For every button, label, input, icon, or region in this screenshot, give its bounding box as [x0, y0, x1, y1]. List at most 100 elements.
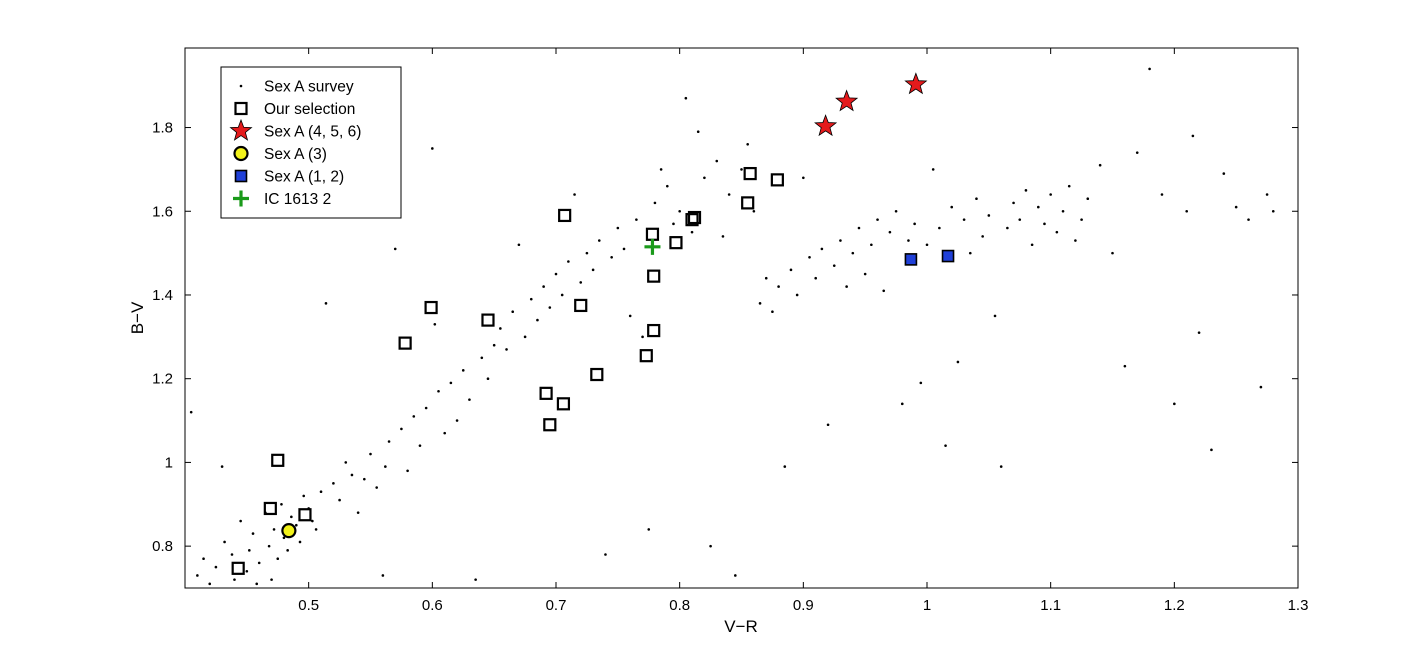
point-sex-a-survey	[585, 251, 589, 255]
point-sex-a-survey	[1043, 222, 1046, 226]
legend-label: IC 1613 2	[264, 191, 331, 208]
point-sex-a-survey	[196, 574, 199, 577]
point-sex-a-survey	[1080, 218, 1083, 221]
point-sex-a-survey	[369, 452, 372, 456]
point-sex-a-survey	[384, 465, 387, 468]
point-sex-a-survey	[1160, 193, 1164, 196]
point-our-selection	[685, 213, 699, 227]
data-points	[189, 67, 1275, 586]
point-sex-a-survey	[433, 322, 437, 326]
point-sex-a-survey	[208, 582, 212, 586]
point-sex-a-survey	[505, 348, 508, 351]
point-sex-a-survey	[666, 184, 669, 188]
point-sex-a-survey	[1012, 201, 1015, 205]
point-sex-a-survey	[808, 256, 811, 259]
point-sex-a-survey	[272, 528, 276, 531]
point-our-selection	[590, 367, 604, 382]
point-sex-a-survey	[1055, 230, 1059, 234]
point-sex-a-survey	[888, 230, 892, 234]
point-sex-a-survey	[1006, 226, 1009, 230]
point-sex-a-survey	[338, 498, 341, 502]
point-sex-a-survey	[777, 285, 780, 288]
point-sex-a-survey	[597, 239, 601, 242]
point-sex-a-survey	[678, 209, 681, 213]
x-tick-label: 1.3	[1288, 597, 1309, 614]
point-sex-a-survey	[324, 302, 328, 305]
legend-marker	[233, 190, 249, 207]
y-axis-label: B−V	[128, 301, 147, 334]
point-sex-a-survey	[560, 293, 564, 297]
legend-label: Sex A (1, 2)	[264, 169, 344, 186]
point-sex-a-survey	[987, 214, 991, 217]
point-sex-a-survey	[1030, 243, 1034, 247]
point-our-selection	[647, 269, 661, 283]
point-sex-a-survey	[610, 256, 613, 259]
point-sex-a-survey	[1067, 184, 1071, 188]
point-sex-a-survey	[455, 419, 459, 422]
point-sex-a-survey	[870, 243, 873, 247]
point-sex-a-survey	[1234, 205, 1238, 209]
point-sex-a-survey	[245, 569, 249, 573]
point-sex-a-survey	[486, 377, 490, 380]
point-sex-a-survey	[542, 285, 545, 288]
point-sex-a-survey	[1037, 205, 1040, 209]
point-sex-a-survey	[431, 147, 434, 150]
point-sex-a-survey	[1185, 209, 1188, 213]
point-sex-a-survey	[474, 578, 477, 581]
point-sex-a-survey	[764, 276, 768, 280]
point-sex-a-survey	[968, 251, 972, 255]
point-sex-a-survey	[999, 465, 1003, 468]
point-sex-a-survey	[876, 218, 879, 221]
point-sex-a-survey	[412, 415, 416, 418]
point-sex-a-survey	[517, 243, 521, 247]
point-sex-a-survey	[845, 285, 848, 288]
legend-marker	[234, 169, 248, 183]
point-sex-a-survey	[1049, 193, 1052, 196]
point-sex-a-survey	[251, 532, 255, 535]
point-sex-a-4-5-6	[814, 114, 838, 137]
point-sex-a-survey	[1086, 197, 1090, 200]
point-sex-a-survey	[832, 264, 836, 267]
point-sex-a-survey	[492, 343, 496, 347]
point-sex-a-survey	[925, 243, 929, 247]
point-sex-a-survey	[802, 176, 805, 180]
point-sex-a-survey	[604, 553, 607, 556]
point-sex-a-1-2	[904, 253, 918, 266]
x-tick-label: 0.6	[422, 597, 443, 614]
point-sex-a-survey	[622, 247, 626, 251]
point-our-selection	[647, 323, 661, 338]
point-sex-a-survey	[499, 327, 502, 330]
point-our-selection	[687, 210, 702, 225]
point-sex-a-survey	[863, 272, 867, 276]
x-tick-label: 0.5	[298, 597, 319, 614]
point-sex-a-survey	[220, 465, 224, 468]
y-tick-label: 1.2	[152, 371, 173, 388]
point-sex-a-survey	[437, 389, 440, 393]
legend-marker	[229, 118, 253, 141]
point-sex-a-survey	[715, 159, 719, 163]
point-sex-a-survey	[267, 544, 271, 548]
point-sex-a-survey	[286, 549, 289, 552]
point-sex-a-4-5-6	[904, 72, 928, 95]
point-sex-a-survey	[758, 302, 762, 305]
point-sex-a-survey	[1098, 163, 1102, 167]
point-sex-a-survey	[981, 235, 984, 238]
point-sex-a-survey	[1123, 364, 1127, 368]
point-sex-a-survey	[962, 218, 966, 221]
point-sex-a-survey	[795, 293, 799, 297]
point-sex-a-survey	[820, 247, 824, 251]
point-sex-a-survey	[709, 544, 712, 548]
point-sex-a-survey	[375, 486, 378, 489]
point-sex-a-survey	[1259, 385, 1263, 389]
point-sex-a-survey	[223, 540, 226, 544]
point-our-selection	[770, 173, 784, 187]
point-sex-a-survey	[641, 335, 644, 339]
point-sex-a-survey	[1197, 331, 1201, 334]
point-sex-a-survey	[276, 557, 280, 560]
point-sex-a-survey	[298, 540, 302, 544]
legend: Sex A survey Our selection Sex A (4, 5, 6)…	[220, 66, 402, 219]
point-sex-a-survey	[461, 369, 465, 372]
x-axis-label: V−R	[724, 617, 758, 636]
point-sex-a-survey	[628, 314, 632, 318]
legend-box	[220, 66, 402, 219]
